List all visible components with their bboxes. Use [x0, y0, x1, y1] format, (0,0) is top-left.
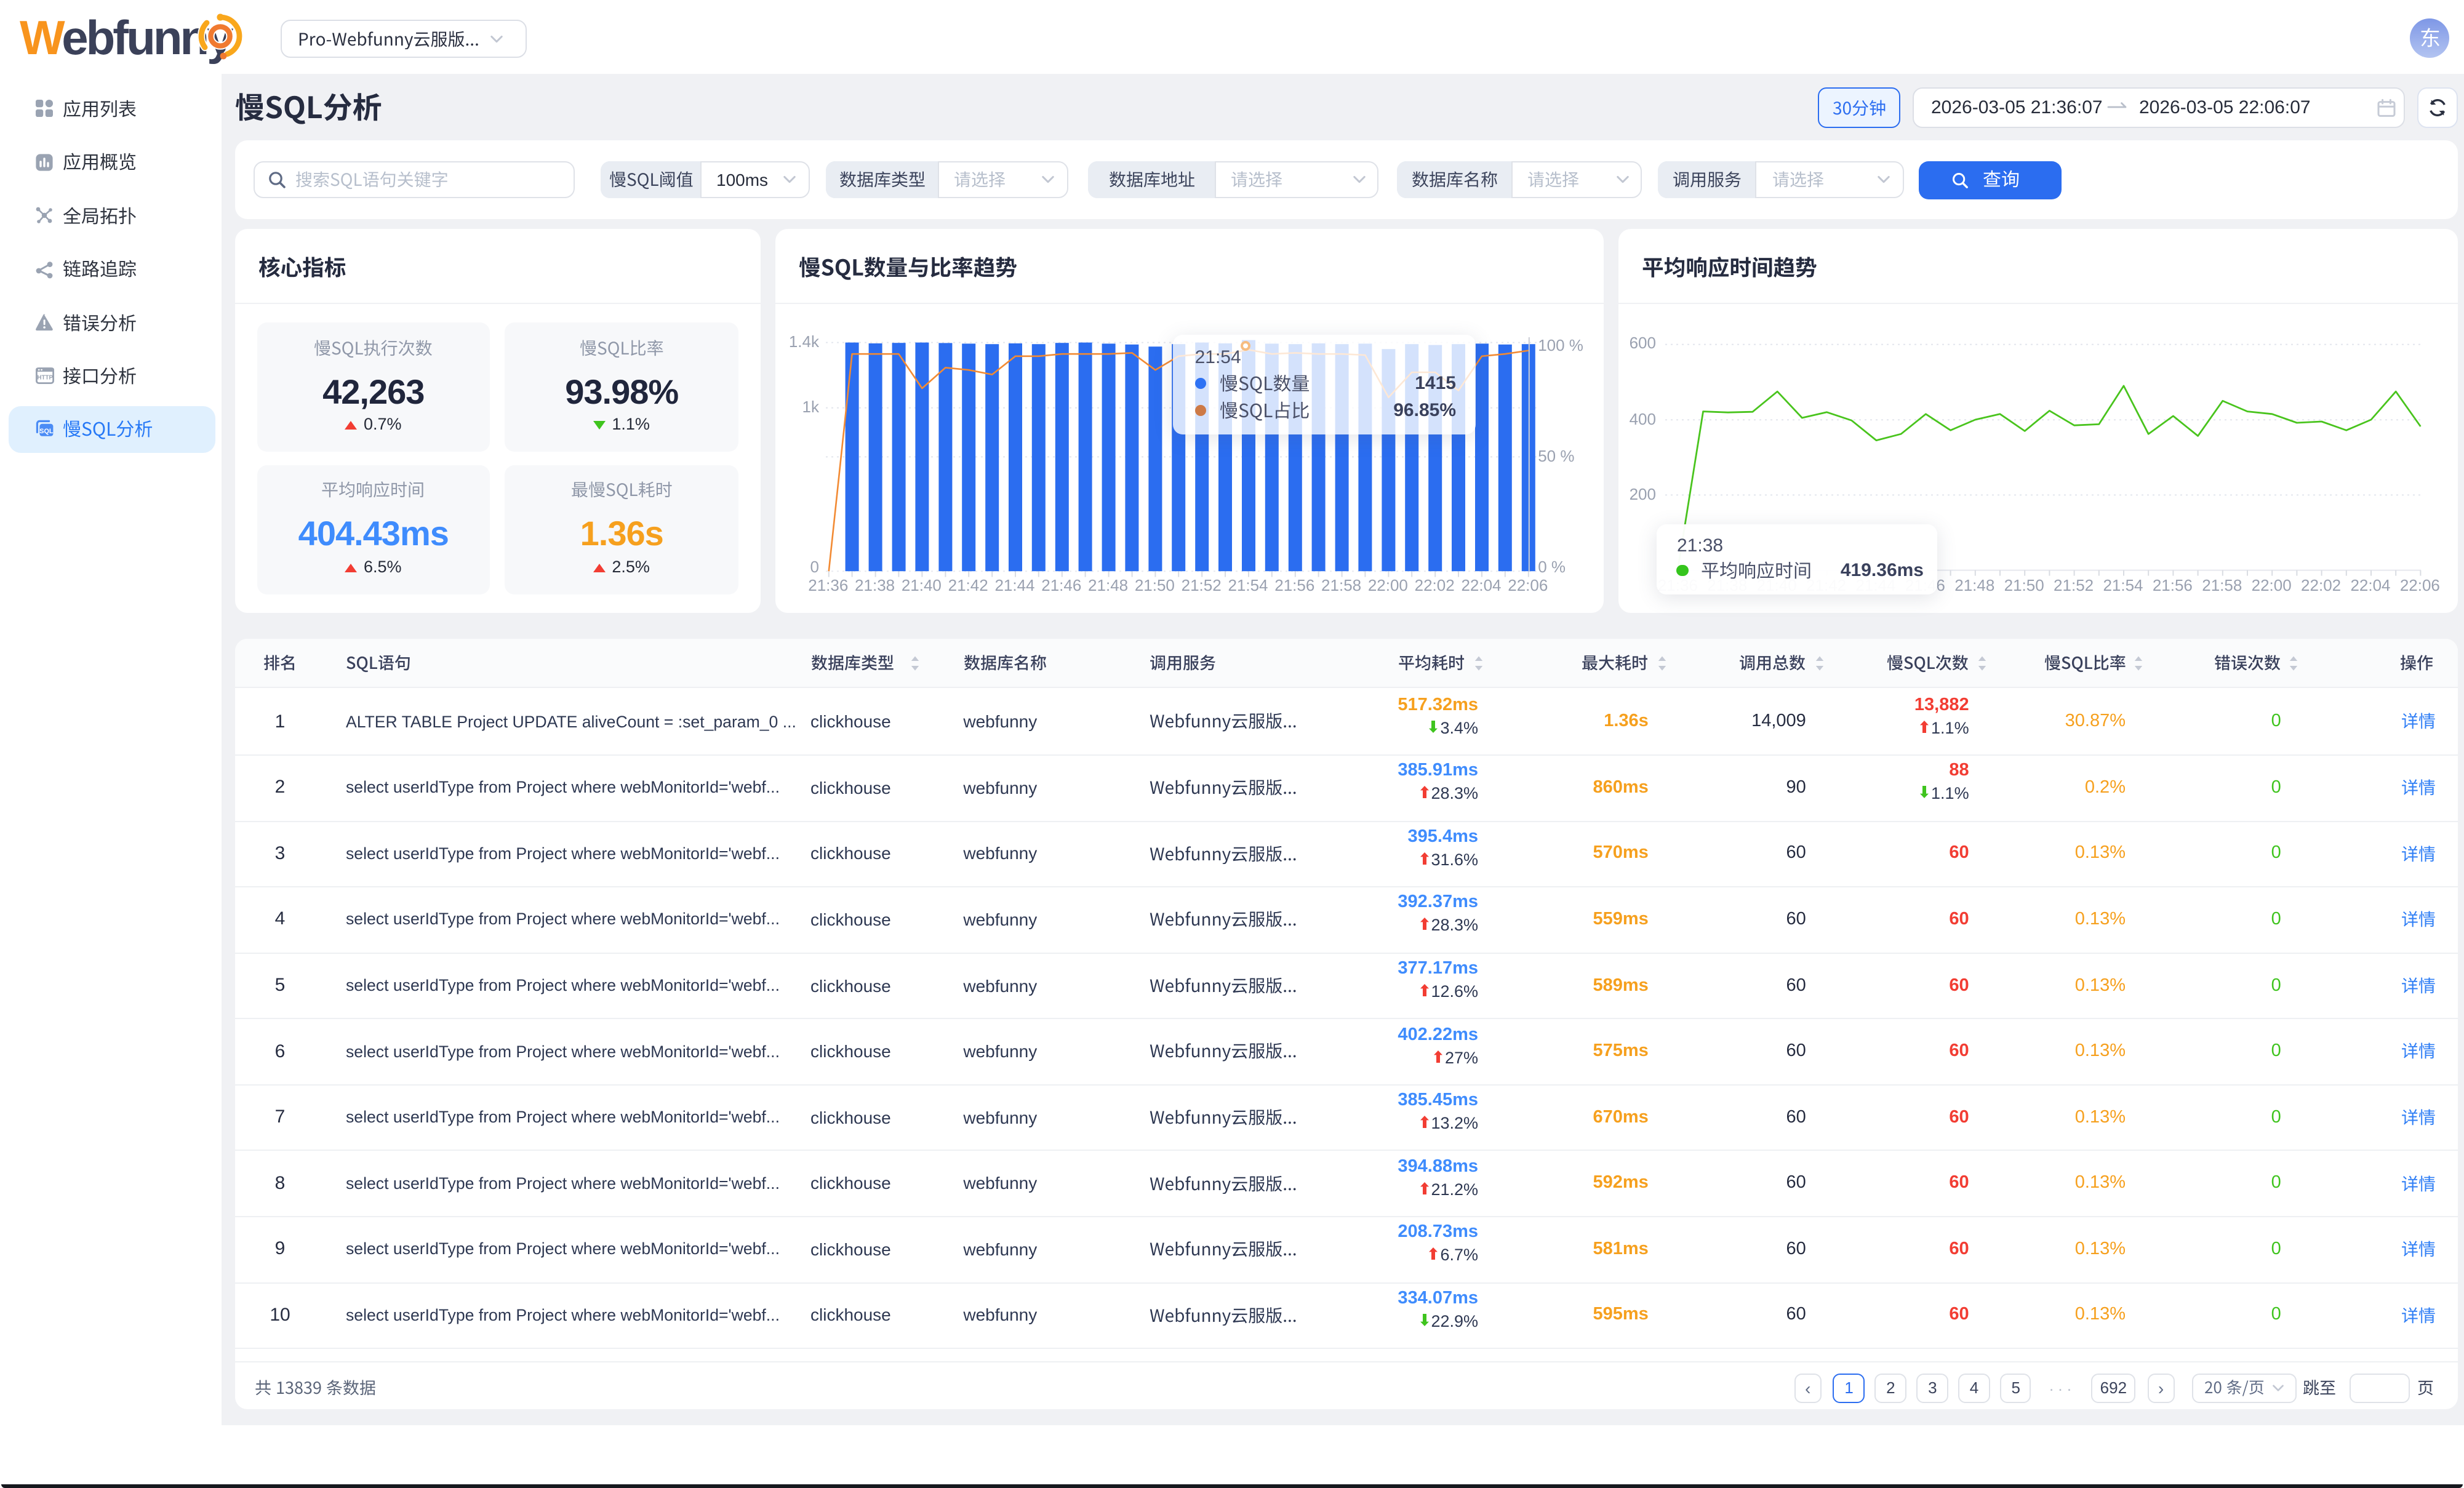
svg-text:SQL: SQL: [39, 428, 54, 435]
svg-text:HTTP: HTTP: [37, 374, 53, 381]
